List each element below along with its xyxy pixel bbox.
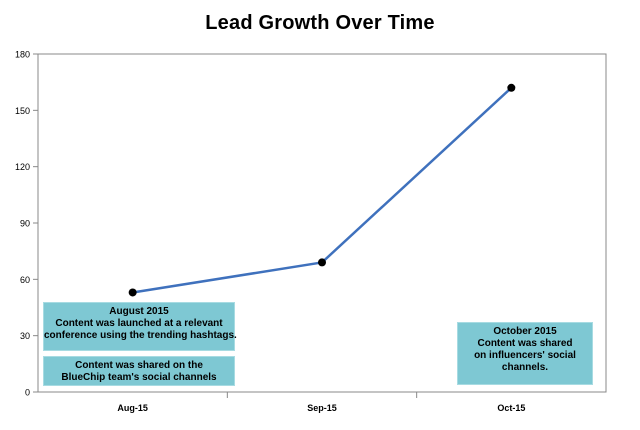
annotation-bluechip-shared: Content was shared on the BlueChip team'… — [43, 356, 235, 386]
x-tick-label: Oct-15 — [497, 403, 525, 413]
annotation-line: on influencers' social — [474, 350, 576, 361]
annotation-august-launch: August 2015 Content was launched at a re… — [43, 302, 237, 351]
x-tick-label: Aug-15 — [117, 403, 148, 413]
annotation-line: October 2015 — [493, 326, 557, 337]
y-tick-label: 60 — [20, 275, 30, 285]
chart-title: Lead Growth Over Time — [205, 12, 435, 34]
annotation-line: channels. — [501, 362, 549, 373]
data-point — [318, 258, 326, 267]
annotation-line: Content was shared — [477, 338, 573, 349]
y-tick-label: 0 — [25, 388, 30, 398]
x-tick-label: Sep-15 — [307, 403, 337, 413]
annotation-october-influencers: October 2015 Content was shared on influ… — [457, 322, 593, 385]
annotation-line: August 2015 — [109, 306, 169, 317]
data-point — [128, 288, 137, 297]
y-tick-label: 90 — [20, 219, 30, 229]
annotation-line: BlueChip team's social channels — [61, 372, 217, 383]
y-tick-label: 180 — [15, 50, 30, 60]
y-tick-label: 30 — [20, 331, 30, 341]
annotation-line: conference using the trending hashtags. — [44, 330, 237, 341]
data-point — [507, 83, 516, 92]
y-tick-label: 150 — [15, 106, 30, 116]
annotation-line: Content was shared on the — [75, 360, 203, 371]
annotation-line: Content was launched at a relevant — [55, 318, 223, 329]
y-tick-label: 120 — [15, 162, 30, 172]
